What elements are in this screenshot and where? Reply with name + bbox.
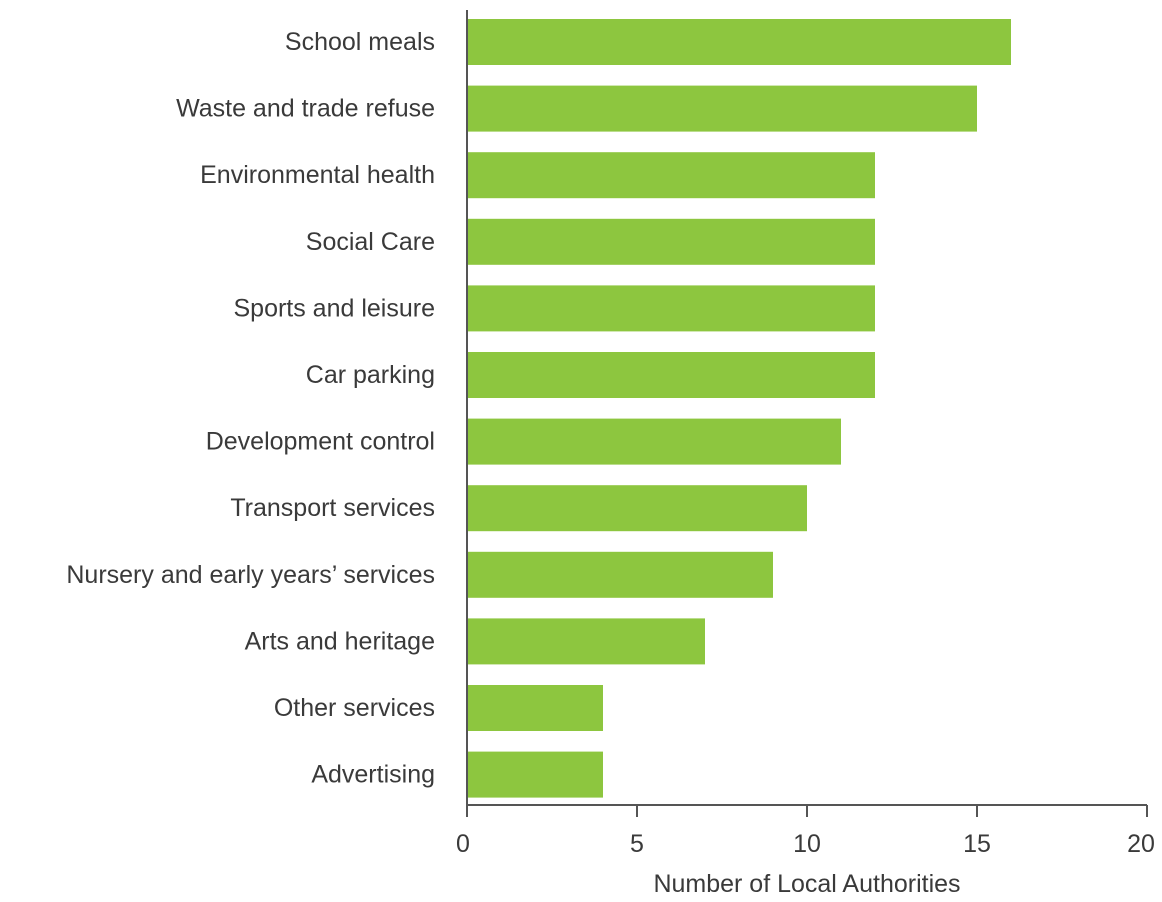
- bar-waste-and-trade-refuse: [467, 85, 977, 132]
- bar-school-meals: [467, 19, 1011, 65]
- category-label-environmental-health: Environmental health: [200, 161, 435, 189]
- bar-other-services: [467, 685, 603, 731]
- x-tick-label-10: 10: [793, 830, 821, 858]
- x-tick-label-20: 20: [1127, 830, 1155, 858]
- bar-nursery-and-early-years-services: [467, 551, 773, 598]
- x-tick-label-0: 0: [456, 830, 470, 858]
- bar-social-care: [467, 218, 875, 265]
- bar-advertising: [467, 751, 603, 798]
- category-label-waste-and-trade-refuse: Waste and trade refuse: [176, 95, 435, 123]
- bar-transport-services: [467, 485, 807, 532]
- category-label-sports-and-leisure: Sports and leisure: [233, 294, 435, 322]
- x-ticks-group: 0 5 10 15 20: [456, 805, 1155, 858]
- x-tick-label-5: 5: [630, 830, 644, 858]
- bar-arts-and-heritage: [467, 618, 705, 665]
- x-tick-label-15: 15: [963, 830, 991, 858]
- category-label-nursery-and-early-years-services: Nursery and early years’ services: [66, 561, 435, 589]
- category-labels-group: School meals Waste and trade refuse Enviro…: [66, 28, 435, 789]
- x-axis-title: Number of Local Authorities: [653, 870, 960, 897]
- bar-sports-and-leisure: [467, 285, 875, 332]
- category-label-other-services: Other services: [274, 694, 435, 722]
- bars-group: [467, 19, 1011, 798]
- category-label-car-parking: Car parking: [306, 361, 435, 389]
- category-label-arts-and-heritage: Arts and heritage: [245, 627, 435, 655]
- bar-car-parking: [467, 352, 875, 398]
- category-label-development-control: Development control: [206, 428, 435, 456]
- category-label-social-care: Social Care: [306, 228, 435, 256]
- category-label-school-meals: School meals: [285, 28, 435, 56]
- bar-environmental-health: [467, 152, 875, 199]
- category-label-transport-services: Transport services: [230, 494, 435, 522]
- category-label-advertising: Advertising: [311, 761, 435, 789]
- bar-development-control: [467, 418, 841, 465]
